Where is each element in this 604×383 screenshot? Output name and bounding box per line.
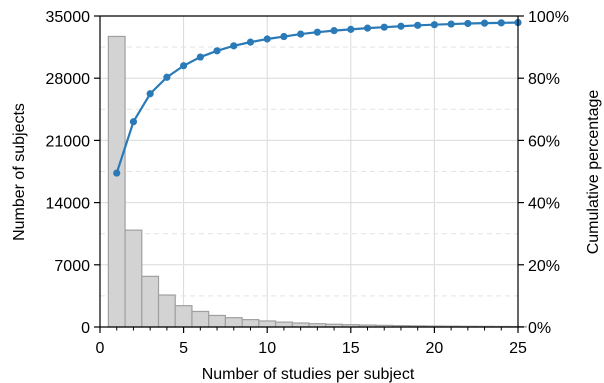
cumulative-point	[180, 62, 188, 70]
bar	[274, 321, 293, 328]
cumulative-point	[480, 19, 489, 27]
axes	[99, 15, 519, 328]
y-tick-label: 0	[81, 320, 90, 337]
bar	[141, 275, 160, 328]
grid	[100, 16, 518, 327]
bar	[191, 310, 210, 328]
bar	[241, 319, 260, 328]
bar	[258, 320, 277, 328]
ticks: 0 5 10 15 20 25 0 7000 14000 21000 28000 35000 0% 20%…	[46, 9, 569, 357]
cumulative-point	[330, 27, 338, 35]
bar	[124, 229, 143, 328]
y2-tick-label: 100%	[528, 9, 569, 26]
x-tick-label: 15	[342, 340, 360, 357]
x-axis-label: Number of studies per subject	[202, 366, 415, 383]
x-tick-label: 10	[258, 340, 276, 357]
cumulative-point	[280, 32, 288, 41]
cumulative-point	[246, 38, 255, 46]
bars	[107, 35, 527, 328]
cumulative-point	[464, 19, 472, 28]
cumulative-point	[230, 42, 238, 50]
y2-tick-label: 20%	[528, 258, 560, 275]
cumulative-point	[213, 47, 221, 55]
cumulative-point	[113, 169, 121, 177]
x-tick-label: 0	[96, 340, 105, 357]
cumulative-point	[380, 23, 388, 31]
cumulative-point	[430, 21, 438, 29]
cumulative-point	[263, 35, 271, 43]
cumulative-point	[363, 24, 372, 32]
cumulative-point	[397, 22, 405, 30]
cumulative-point	[129, 118, 138, 126]
y-tick-label: 28000	[46, 71, 91, 88]
cumulative-point	[313, 28, 321, 36]
y2-tick-label: 60%	[528, 133, 560, 150]
cumulative-point	[414, 21, 422, 29]
y-tick-label: 35000	[46, 9, 91, 26]
x-tick-label: 25	[509, 340, 527, 357]
y-axis-label: Number of subjects	[11, 103, 28, 241]
cumulative-point	[163, 73, 171, 81]
cumulative-point	[347, 25, 355, 33]
y2-tick-label: 0%	[528, 320, 551, 337]
bar	[157, 294, 176, 328]
cumulative-line	[113, 18, 522, 177]
cumulative-point	[297, 30, 305, 38]
cumulative-point	[447, 20, 455, 28]
bar	[107, 35, 126, 328]
x-tick-label: 20	[426, 340, 444, 357]
y2-axis-label: Cumulative percentage	[585, 90, 602, 255]
bar	[208, 314, 226, 328]
y2-tick-label: 80%	[528, 71, 560, 88]
bar	[224, 317, 243, 328]
cumulative-line-path	[115, 21, 519, 174]
y-tick-label: 14000	[46, 196, 91, 213]
y2-tick-label: 40%	[528, 196, 560, 213]
y-tick-label: 7000	[54, 258, 90, 275]
cumulative-point	[497, 19, 505, 27]
y-tick-label: 21000	[46, 133, 91, 150]
x-tick-label: 5	[179, 340, 188, 357]
bar	[174, 305, 193, 328]
cumulative-point	[196, 53, 204, 61]
cumulative-point	[146, 90, 154, 98]
